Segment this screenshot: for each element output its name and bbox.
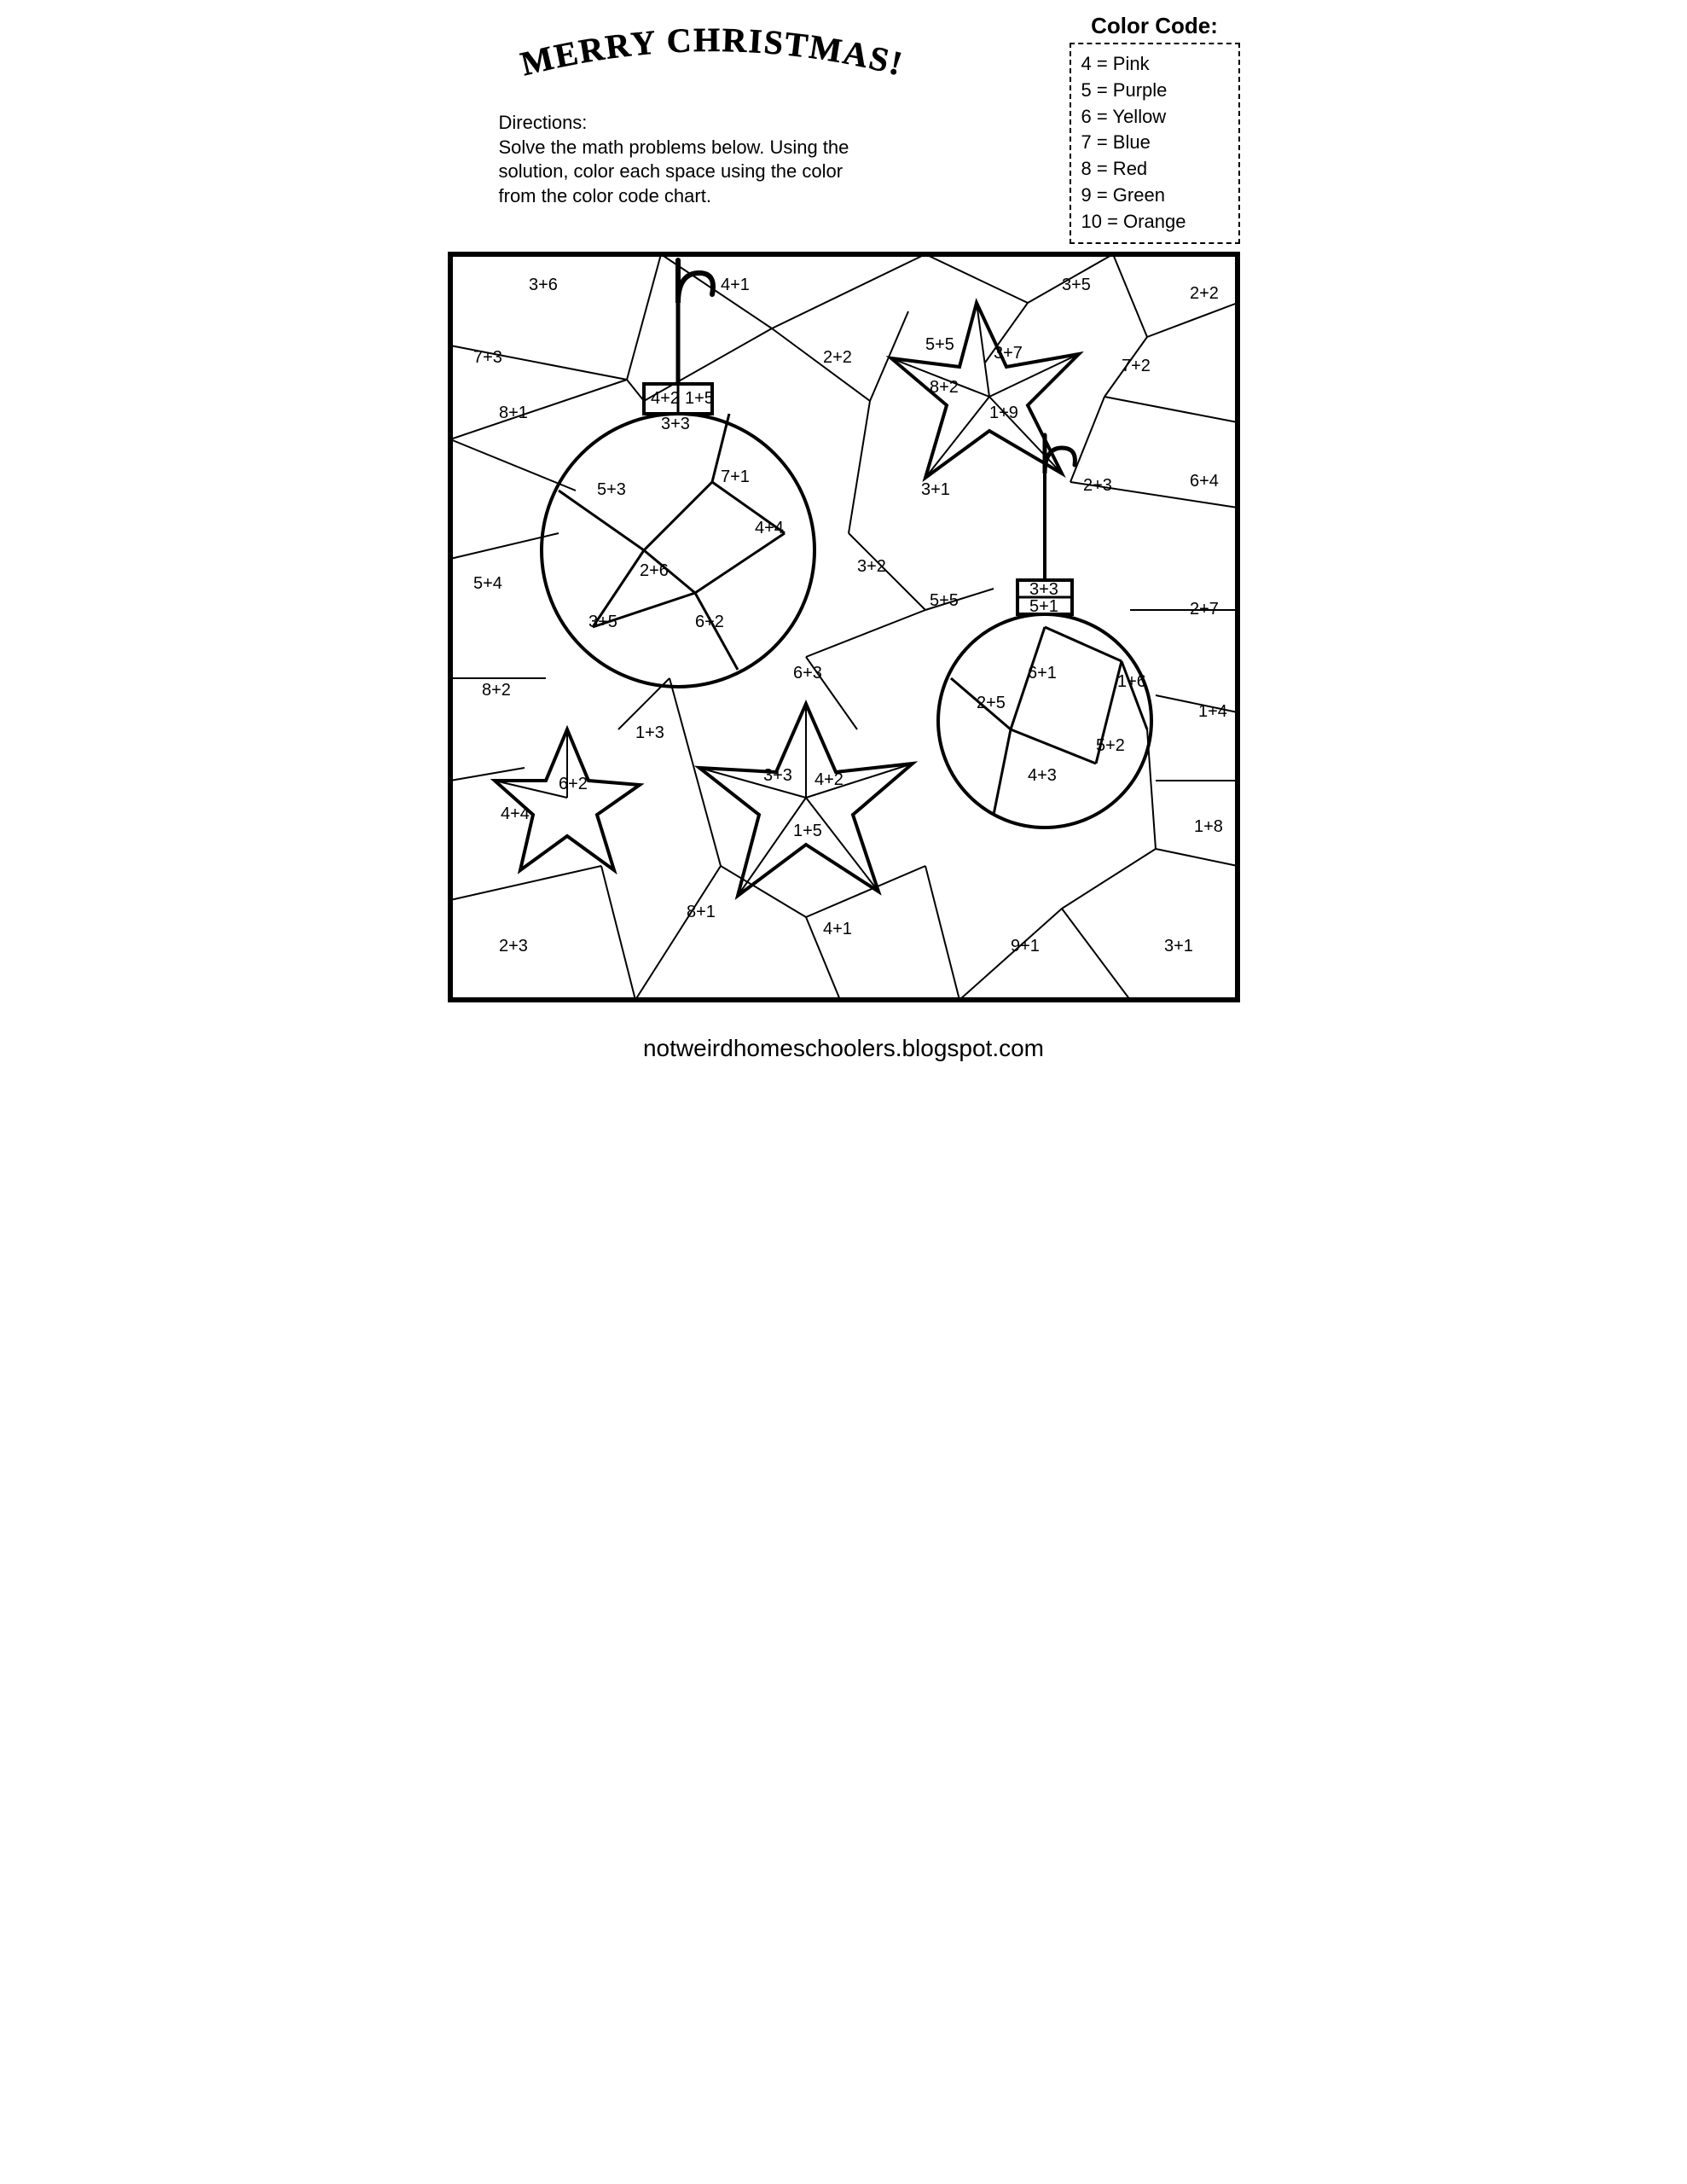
svg-text:5+4: 5+4 — [473, 574, 502, 593]
ornament-left — [542, 260, 815, 687]
svg-text:2+7: 2+7 — [1190, 600, 1219, 619]
svg-text:3+3: 3+3 — [1029, 580, 1058, 599]
directions: Directions: Solve the math problems belo… — [499, 111, 866, 208]
svg-text:MERRY CHRISTMAS!: MERRY CHRISTMAS! — [517, 26, 907, 84]
star-small — [495, 729, 640, 870]
svg-text:7+2: 7+2 — [1122, 357, 1151, 375]
svg-text:5+5: 5+5 — [930, 591, 959, 610]
coloring-drawing: 3+6 4+1 3+5 2+2 7+3 2+2 5+5 3+7 7+2 8+1 … — [448, 252, 1240, 1002]
color-code-item: 10 = Orange — [1081, 209, 1228, 235]
svg-text:6+4: 6+4 — [1190, 472, 1219, 491]
svg-text:3+7: 3+7 — [994, 344, 1023, 363]
svg-text:2+5: 2+5 — [977, 694, 1006, 712]
star-center — [699, 704, 913, 896]
svg-text:1+9: 1+9 — [989, 404, 1018, 422]
svg-text:4+2: 4+2 — [651, 389, 680, 408]
equations: 3+6 4+1 3+5 2+2 7+3 2+2 5+5 3+7 7+2 8+1 … — [473, 276, 1227, 956]
svg-text:5+1: 5+1 — [1029, 597, 1058, 616]
svg-text:1+5: 1+5 — [685, 389, 714, 408]
svg-text:8+2: 8+2 — [930, 378, 959, 397]
svg-text:8+1: 8+1 — [499, 404, 528, 422]
title: MERRY CHRISTMAS! — [448, 26, 977, 102]
color-code-item: 6 = Yellow — [1081, 104, 1228, 131]
svg-text:4+1: 4+1 — [721, 276, 750, 294]
color-code-item: 8 = Red — [1081, 156, 1228, 183]
svg-text:9+1: 9+1 — [1011, 937, 1040, 956]
svg-text:7+3: 7+3 — [473, 348, 502, 367]
color-code-item: 4 = Pink — [1081, 51, 1228, 78]
svg-text:4+4: 4+4 — [501, 804, 530, 823]
star-top — [891, 303, 1079, 478]
svg-text:2+3: 2+3 — [1083, 476, 1112, 495]
svg-text:1+3: 1+3 — [635, 723, 664, 742]
svg-text:1+4: 1+4 — [1198, 702, 1227, 721]
svg-text:6+3: 6+3 — [793, 664, 822, 682]
color-code-item: 9 = Green — [1081, 183, 1228, 209]
svg-text:2+3: 2+3 — [499, 937, 528, 956]
svg-text:5+5: 5+5 — [925, 335, 954, 354]
svg-text:3+3: 3+3 — [661, 415, 690, 433]
svg-text:5+2: 5+2 — [1096, 736, 1125, 755]
svg-text:3+1: 3+1 — [921, 480, 950, 499]
svg-text:1+6: 1+6 — [1117, 672, 1146, 691]
svg-text:6+1: 6+1 — [1028, 664, 1057, 682]
title-text: MERRY CHRISTMAS! — [517, 26, 907, 84]
color-code-item: 5 = Purple — [1081, 78, 1228, 104]
svg-text:1+8: 1+8 — [1194, 817, 1223, 836]
directions-label: Directions: — [499, 111, 866, 136]
svg-text:4+4: 4+4 — [755, 519, 784, 537]
svg-text:3+3: 3+3 — [763, 766, 792, 785]
svg-text:4+3: 4+3 — [1028, 766, 1057, 785]
footer-url: notweirdhomeschoolers.blogspot.com — [422, 1035, 1266, 1062]
svg-text:1+5: 1+5 — [793, 822, 822, 840]
svg-text:4+2: 4+2 — [815, 770, 844, 789]
worksheet-page: MERRY CHRISTMAS! Directions: Solve the m… — [422, 0, 1266, 1092]
svg-text:3+5: 3+5 — [588, 613, 617, 631]
svg-text:3+5: 3+5 — [1062, 276, 1091, 294]
svg-text:6+2: 6+2 — [559, 775, 588, 793]
svg-text:3+2: 3+2 — [857, 557, 886, 576]
svg-text:7+1: 7+1 — [721, 468, 750, 486]
color-code: Color Code: 4 = Pink 5 = Purple 6 = Yell… — [1070, 13, 1240, 244]
color-code-item: 7 = Blue — [1081, 130, 1228, 156]
svg-text:2+2: 2+2 — [1190, 284, 1219, 303]
color-code-title: Color Code: — [1070, 13, 1240, 39]
color-code-box: 4 = Pink 5 = Purple 6 = Yellow 7 = Blue … — [1070, 43, 1240, 244]
svg-text:2+2: 2+2 — [823, 348, 852, 367]
svg-text:8+2: 8+2 — [482, 681, 511, 700]
svg-text:4+1: 4+1 — [823, 920, 852, 938]
svg-text:3+6: 3+6 — [529, 276, 558, 294]
svg-text:5+3: 5+3 — [597, 480, 626, 499]
svg-text:6+2: 6+2 — [695, 613, 724, 631]
directions-text: Solve the math problems below. Using the… — [499, 136, 849, 206]
svg-text:3+1: 3+1 — [1164, 937, 1193, 956]
svg-text:8+1: 8+1 — [687, 903, 716, 921]
svg-text:2+6: 2+6 — [640, 561, 669, 580]
